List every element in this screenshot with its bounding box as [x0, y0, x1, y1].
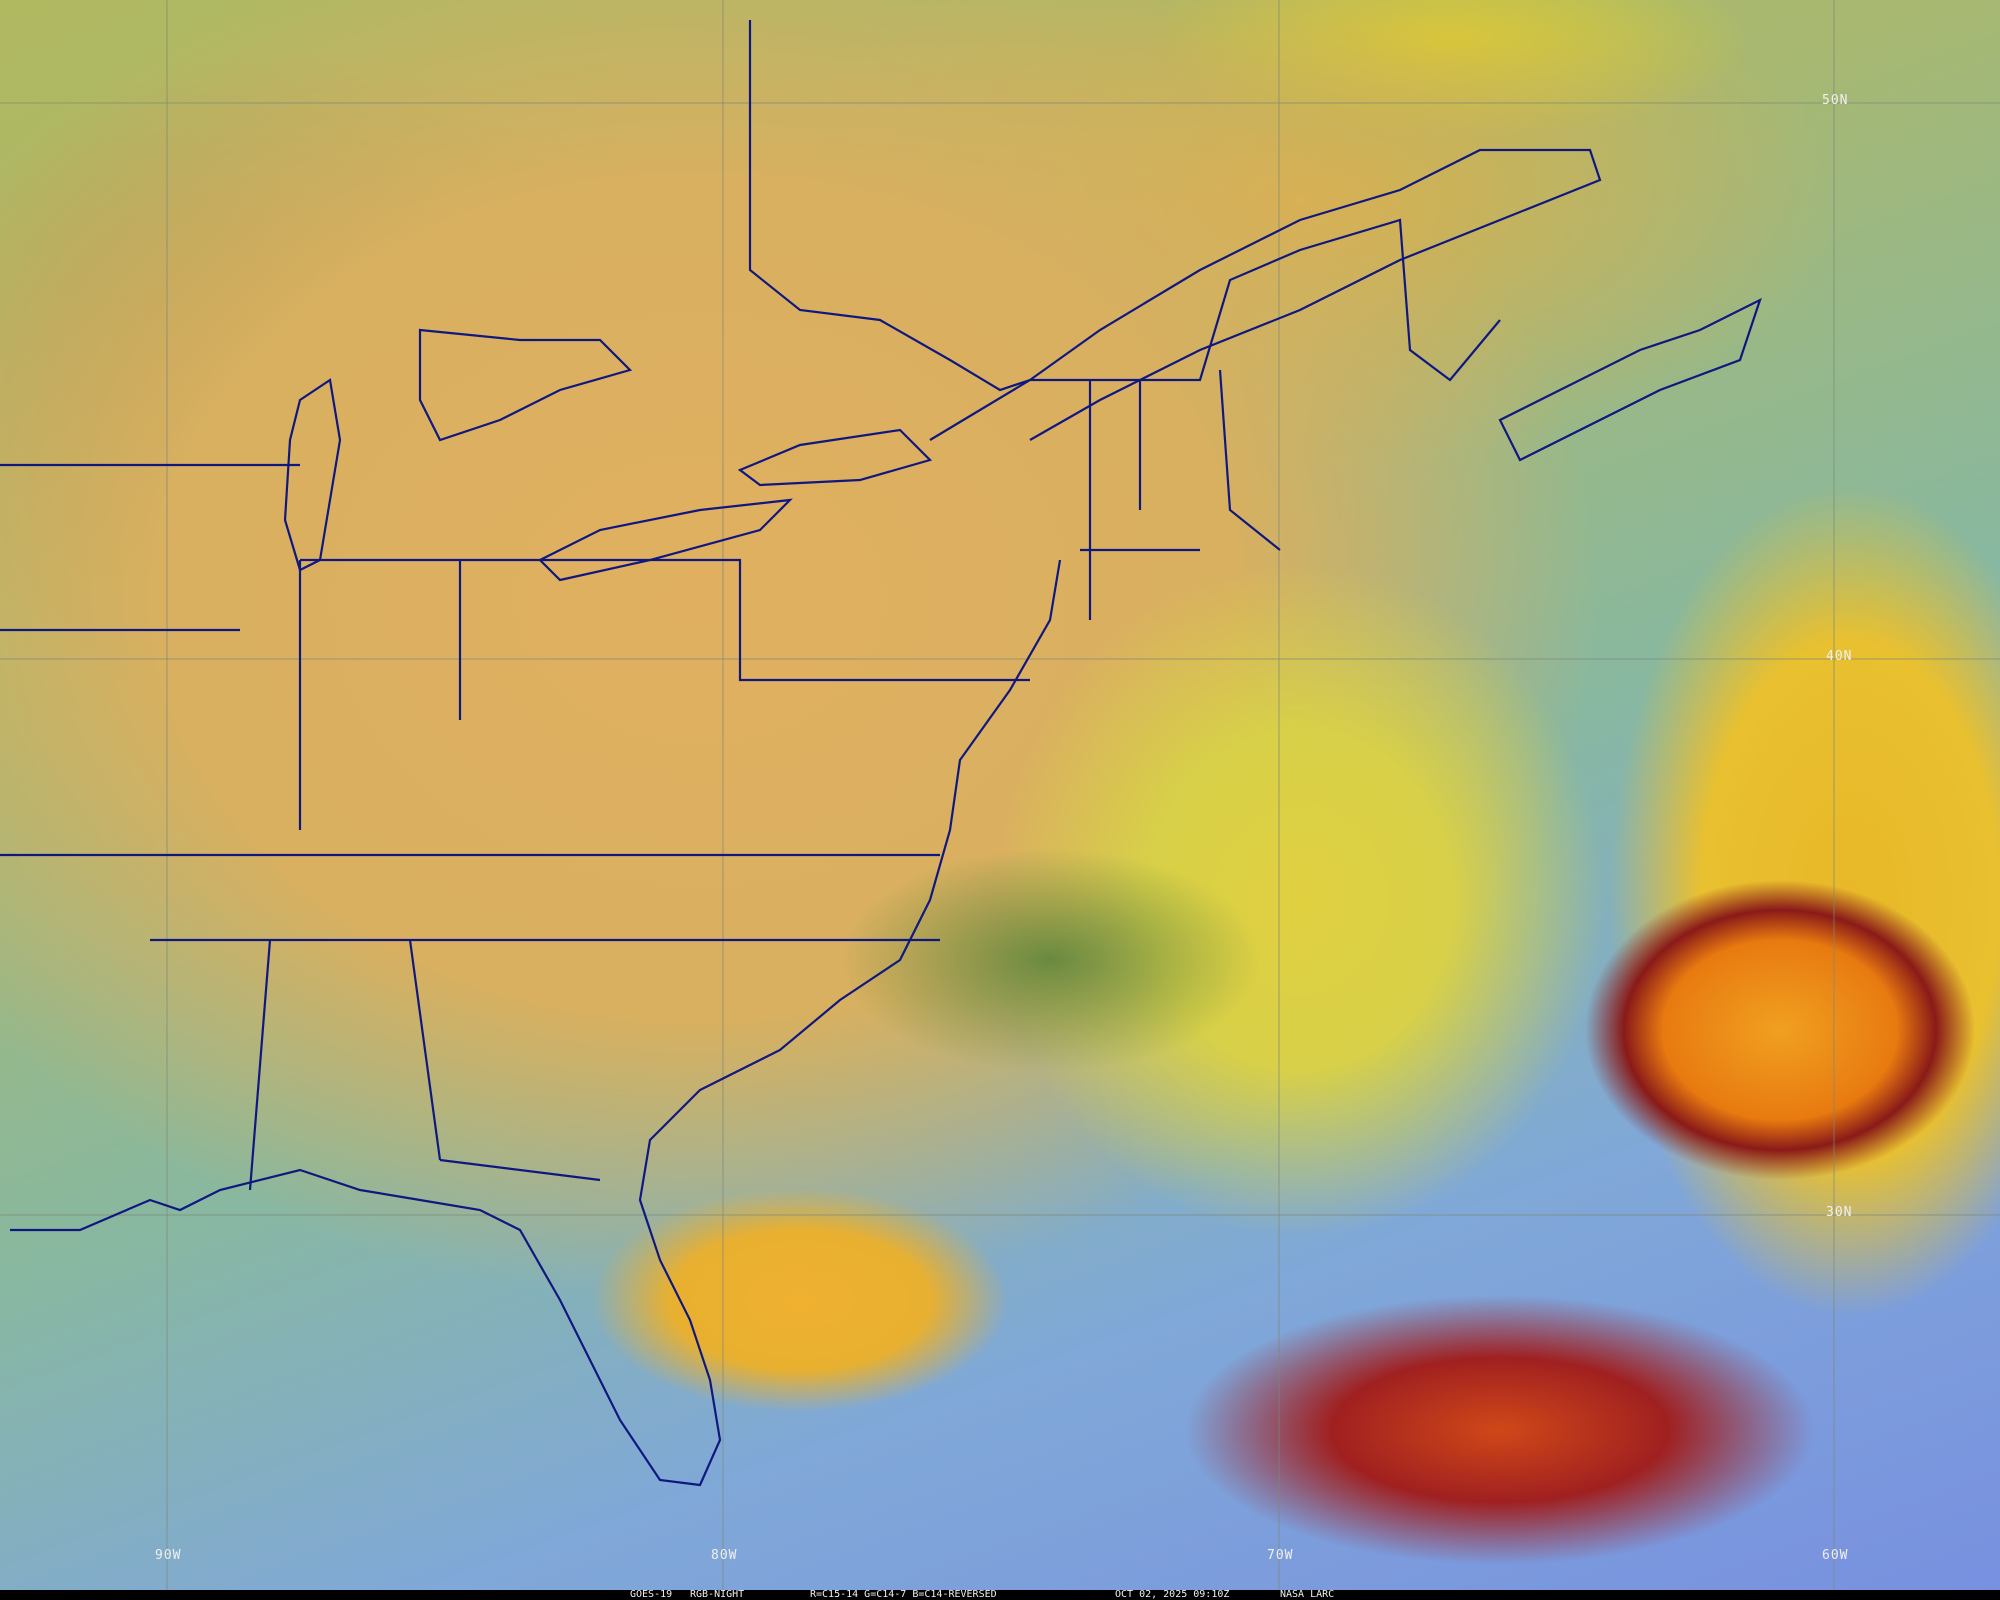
- caption-satellite: GOES-19: [630, 1589, 673, 1600]
- longitude-label-80w: 80W: [711, 1548, 738, 1563]
- east-coast-us: [10, 559, 1062, 1487]
- image-caption-bar: GOES-19 RGB-NIGHT R=C15-14 G=C14-7 B=C14…: [0, 1590, 2000, 1600]
- nova-scotia: [1498, 297, 1762, 462]
- great-lakes: [283, 328, 933, 582]
- st-lawrence: [929, 148, 1602, 441]
- longitude-label-90w: 90W: [155, 1548, 182, 1563]
- state-borders: [0, 369, 1281, 1191]
- coastlines-and-borders: [0, 20, 1762, 1487]
- latitude-label-40n: 40N: [1826, 649, 1853, 664]
- latitude-label-50n: 50N: [1822, 93, 1849, 108]
- caption-source: NASA LARC: [1280, 1589, 1335, 1600]
- longitude-label-60w: 60W: [1822, 1548, 1849, 1563]
- caption-product: RGB-NIGHT: [690, 1589, 745, 1600]
- caption-channels: R=C15-14 G=C14-7 B=C14-REVERSED: [810, 1589, 997, 1600]
- longitude-label-70w: 70W: [1267, 1548, 1294, 1563]
- latitude-label-30n: 30N: [1826, 1205, 1853, 1220]
- canada-us-border: [748, 20, 1501, 392]
- caption-datetime: OCT 02, 2025 09:10Z: [1115, 1589, 1230, 1600]
